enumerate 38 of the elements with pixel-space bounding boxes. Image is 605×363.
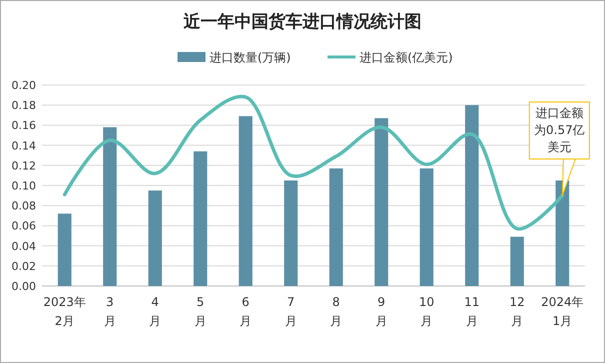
- x-tick-label: 4 月: [149, 295, 162, 328]
- y-tick-label: 0.02: [12, 260, 36, 273]
- x-tick-label: 5 月: [194, 295, 206, 328]
- x-tick-label: 11 月: [464, 295, 480, 328]
- bar: [510, 236, 524, 286]
- x-tick-label: 3 月: [104, 295, 116, 328]
- y-tick-label: 0.18: [12, 99, 36, 112]
- bar: [103, 127, 117, 286]
- y-tick-label: 0.08: [12, 200, 36, 213]
- x-tick-label: 12 月: [509, 295, 525, 328]
- bar: [284, 180, 298, 286]
- annotation: 进口金额为0.57亿美元: [534, 106, 585, 154]
- chart-title: 近一年中国货车进口情况统计图: [182, 12, 422, 32]
- x-tick-label: 7 月: [284, 295, 297, 328]
- y-tick-label: 0.00: [12, 280, 36, 293]
- x-tick-label: 10 月: [418, 295, 434, 328]
- y-tick-label: 0.14: [12, 139, 36, 152]
- bar: [329, 168, 343, 286]
- bar: [194, 151, 208, 286]
- y-tick-label: 0.20: [12, 79, 36, 92]
- y-tick-label: 0.16: [12, 119, 36, 132]
- x-tick-label: 2024年 1月: [541, 295, 584, 328]
- bar: [465, 105, 479, 286]
- y-tick-label: 0.04: [12, 240, 36, 253]
- x-tick-label: 8 月: [330, 295, 342, 328]
- y-tick-label: 0.10: [12, 180, 36, 192]
- legend-label: 进口数量(万辆): [210, 50, 291, 64]
- x-tick-label: 2023年 2月: [43, 295, 86, 328]
- bar: [420, 168, 434, 286]
- y-tick-label: 0.12: [12, 159, 36, 172]
- x-tick-label: 6 月: [240, 295, 252, 328]
- bar: [148, 190, 162, 286]
- y-tick-label: 0.06: [12, 220, 36, 233]
- bar: [374, 118, 388, 286]
- x-tick-label: 9 月: [375, 295, 388, 328]
- bar: [58, 214, 72, 286]
- legend-label: 进口金额(亿美元): [360, 50, 453, 64]
- bar: [238, 116, 252, 286]
